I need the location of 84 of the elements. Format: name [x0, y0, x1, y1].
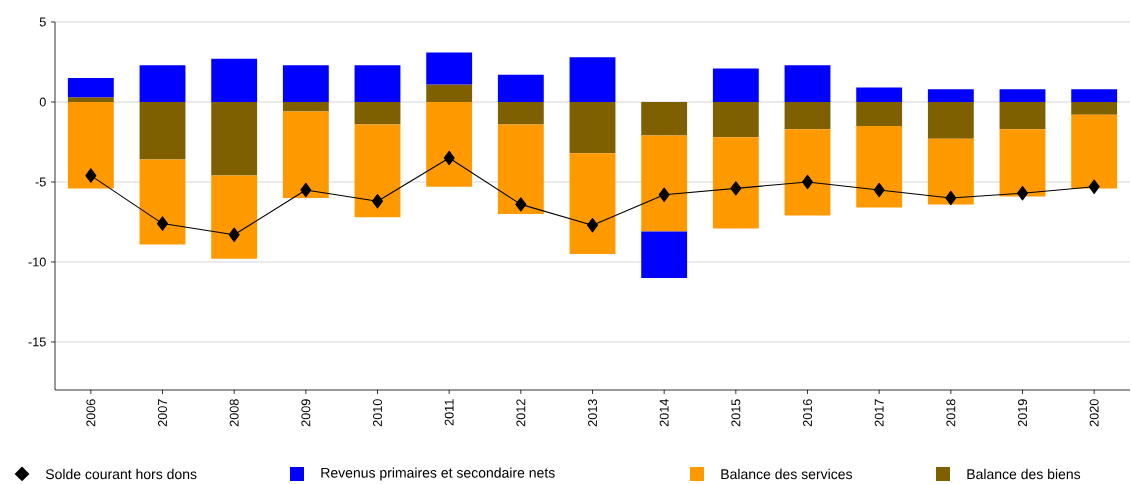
legend-label: Solde courant hors dons — [45, 468, 197, 480]
x-tick-label: 2015 — [731, 399, 741, 427]
point — [873, 182, 885, 198]
x-tick-label: 2007 — [158, 399, 167, 427]
bar — [856, 101, 903, 126]
bar — [1071, 114, 1118, 189]
x-tick-label: 2012 — [516, 399, 526, 427]
bar — [67, 97, 114, 102]
x-tick-label: 2019 — [1018, 399, 1027, 427]
point — [1016, 185, 1029, 201]
legend-label: Revenus primaires et secondaire nets — [321, 467, 555, 481]
bar — [139, 159, 186, 245]
bar — [927, 101, 974, 139]
bar — [641, 101, 688, 136]
bar — [927, 138, 974, 205]
bar — [282, 111, 329, 198]
bar — [67, 101, 114, 189]
x-tick-label: 2018 — [946, 399, 956, 427]
point — [443, 150, 455, 166]
bar — [999, 129, 1046, 197]
bar — [1071, 89, 1118, 102]
bar — [354, 124, 401, 218]
point — [586, 217, 599, 233]
point — [658, 187, 670, 202]
bar — [426, 52, 473, 85]
bar — [139, 101, 186, 160]
bar — [641, 231, 688, 278]
y-tick-label: -5 — [35, 177, 46, 187]
bar — [497, 101, 544, 125]
point — [945, 190, 957, 206]
x-tick-label: 2011 — [444, 399, 454, 426]
bar — [497, 124, 544, 214]
bar — [1071, 101, 1118, 115]
bar — [856, 87, 903, 102]
legend-label: Balance des services — [721, 468, 853, 480]
bar — [784, 101, 831, 130]
bar — [569, 101, 616, 154]
bar — [712, 68, 759, 102]
point — [1088, 179, 1100, 194]
point — [228, 227, 240, 242]
point — [515, 197, 527, 212]
bar — [354, 101, 401, 125]
bar — [856, 125, 903, 208]
point — [85, 168, 97, 183]
point — [371, 193, 384, 209]
bar — [211, 175, 258, 259]
bar — [784, 65, 831, 102]
bar — [139, 65, 186, 102]
bar — [927, 89, 974, 102]
bar — [569, 153, 616, 254]
bar — [999, 101, 1046, 130]
y-tick-label: -10 — [28, 257, 46, 267]
bar — [282, 101, 329, 112]
x-tick-label: 2008 — [229, 399, 239, 427]
bar — [426, 84, 473, 102]
x-tick-label: 2016 — [803, 399, 812, 427]
y-tick-label: -15 — [28, 337, 46, 347]
x-tick-label: 2010 — [373, 399, 382, 427]
bar — [282, 65, 329, 102]
bar — [712, 137, 759, 229]
bar — [712, 101, 759, 138]
bar — [497, 74, 544, 102]
x-tick-label: 2009 — [301, 399, 311, 427]
bar — [426, 101, 473, 187]
bar — [999, 89, 1046, 102]
y-tick-label: 5 — [39, 17, 46, 27]
legend-label: Balance des biens — [967, 468, 1081, 480]
x-tick-label: 2013 — [588, 399, 597, 427]
point — [730, 181, 742, 196]
point — [300, 182, 312, 198]
bar — [641, 135, 688, 232]
bar — [211, 101, 258, 176]
bar — [67, 77, 114, 98]
bar — [784, 129, 831, 216]
x-tick-label: 2020 — [1089, 399, 1099, 427]
point — [801, 174, 814, 190]
y-tick-label: 0 — [39, 97, 46, 107]
bar — [569, 57, 616, 102]
point — [156, 216, 169, 231]
x-tick-label: 2017 — [874, 399, 884, 427]
bar — [354, 65, 401, 102]
x-tick-label: 2006 — [86, 399, 96, 427]
x-tick-label: 2014 — [659, 399, 669, 427]
bar — [211, 58, 258, 102]
